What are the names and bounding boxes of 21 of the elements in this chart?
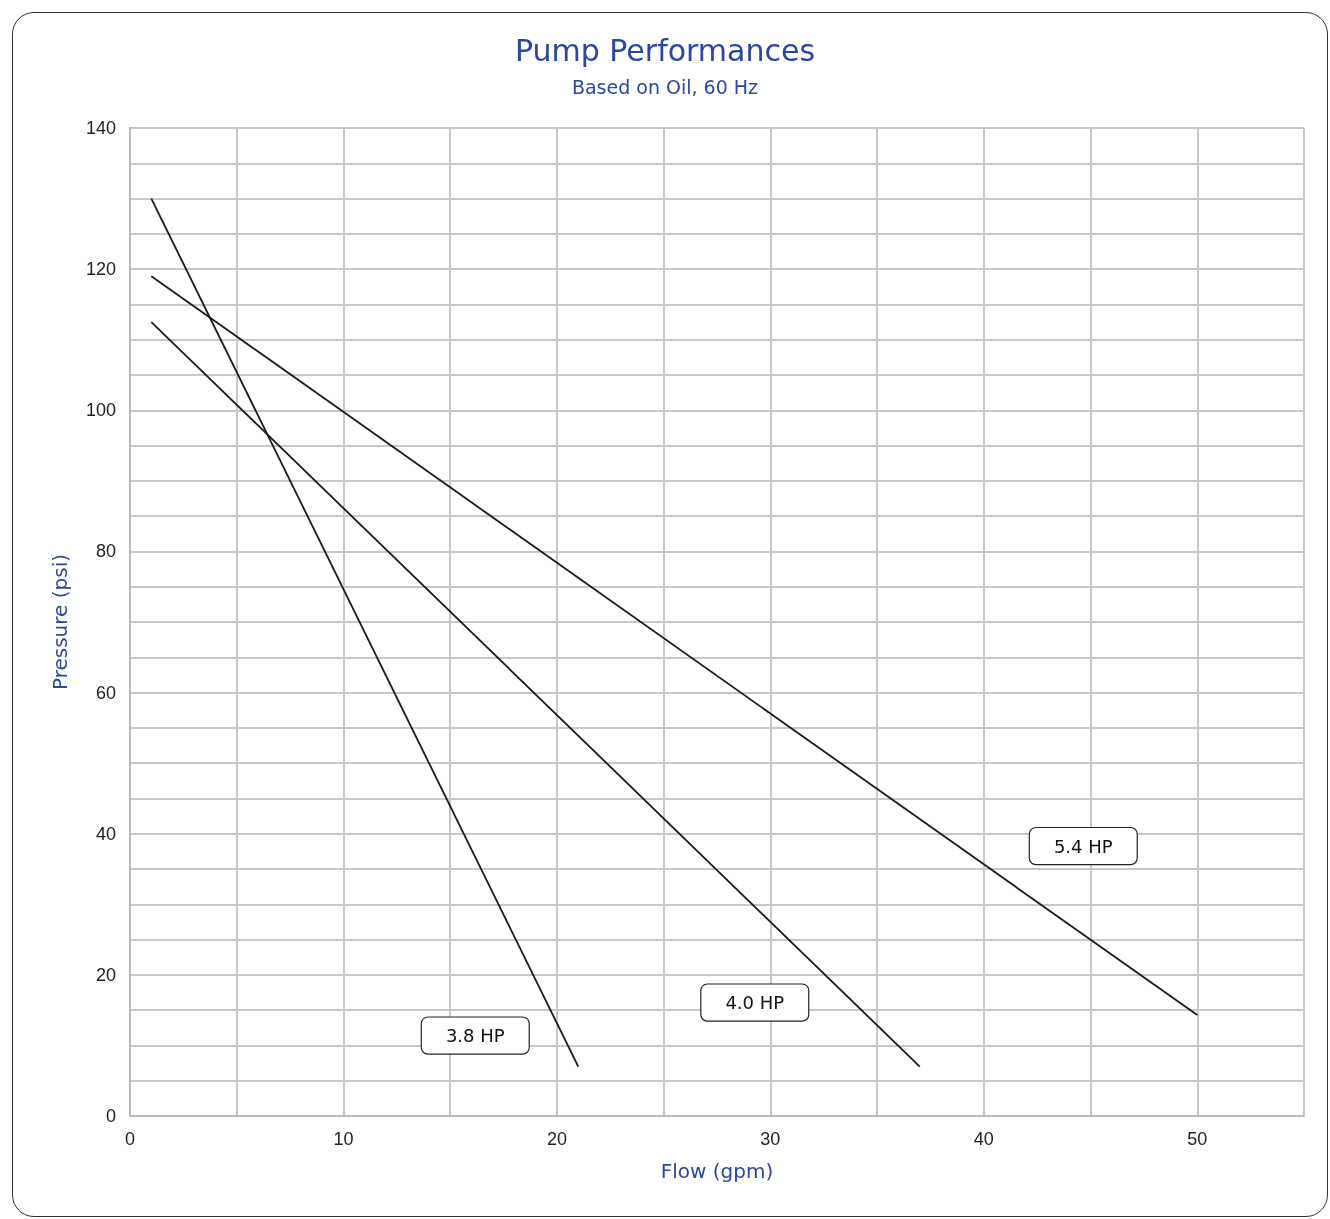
chart-title: Pump Performances: [514, 32, 816, 68]
y-tick-label: 60: [95, 682, 116, 703]
y-tick-label: 0: [105, 1106, 116, 1126]
text: 4.0 HP: [725, 992, 785, 1014]
x-tick-label: 10: [333, 1129, 354, 1149]
x-tick-label: 20: [546, 1129, 567, 1149]
x-tick-label: 40: [973, 1129, 994, 1149]
x-tick-label: 50: [1187, 1129, 1208, 1149]
x-tick-label: 0: [124, 1129, 136, 1149]
y-tick-label: 20: [95, 964, 116, 985]
y-tick-label: 40: [95, 823, 116, 844]
chart-subtitle: Based on Oil, 60 Hz: [571, 75, 759, 98]
text: 5.4 HP: [1053, 835, 1113, 857]
y-axis-title: Pressure (psi): [48, 553, 72, 691]
y-tick-label: 120: [85, 259, 116, 280]
text: 3.8 HP: [445, 1025, 505, 1047]
x-axis-title: Flow (gpm): [660, 1159, 774, 1183]
x-tick-label: 30: [760, 1129, 781, 1149]
y-tick-label: 100: [85, 400, 116, 421]
y-tick-label: 80: [95, 541, 116, 562]
y-tick-label: 140: [85, 118, 116, 138]
